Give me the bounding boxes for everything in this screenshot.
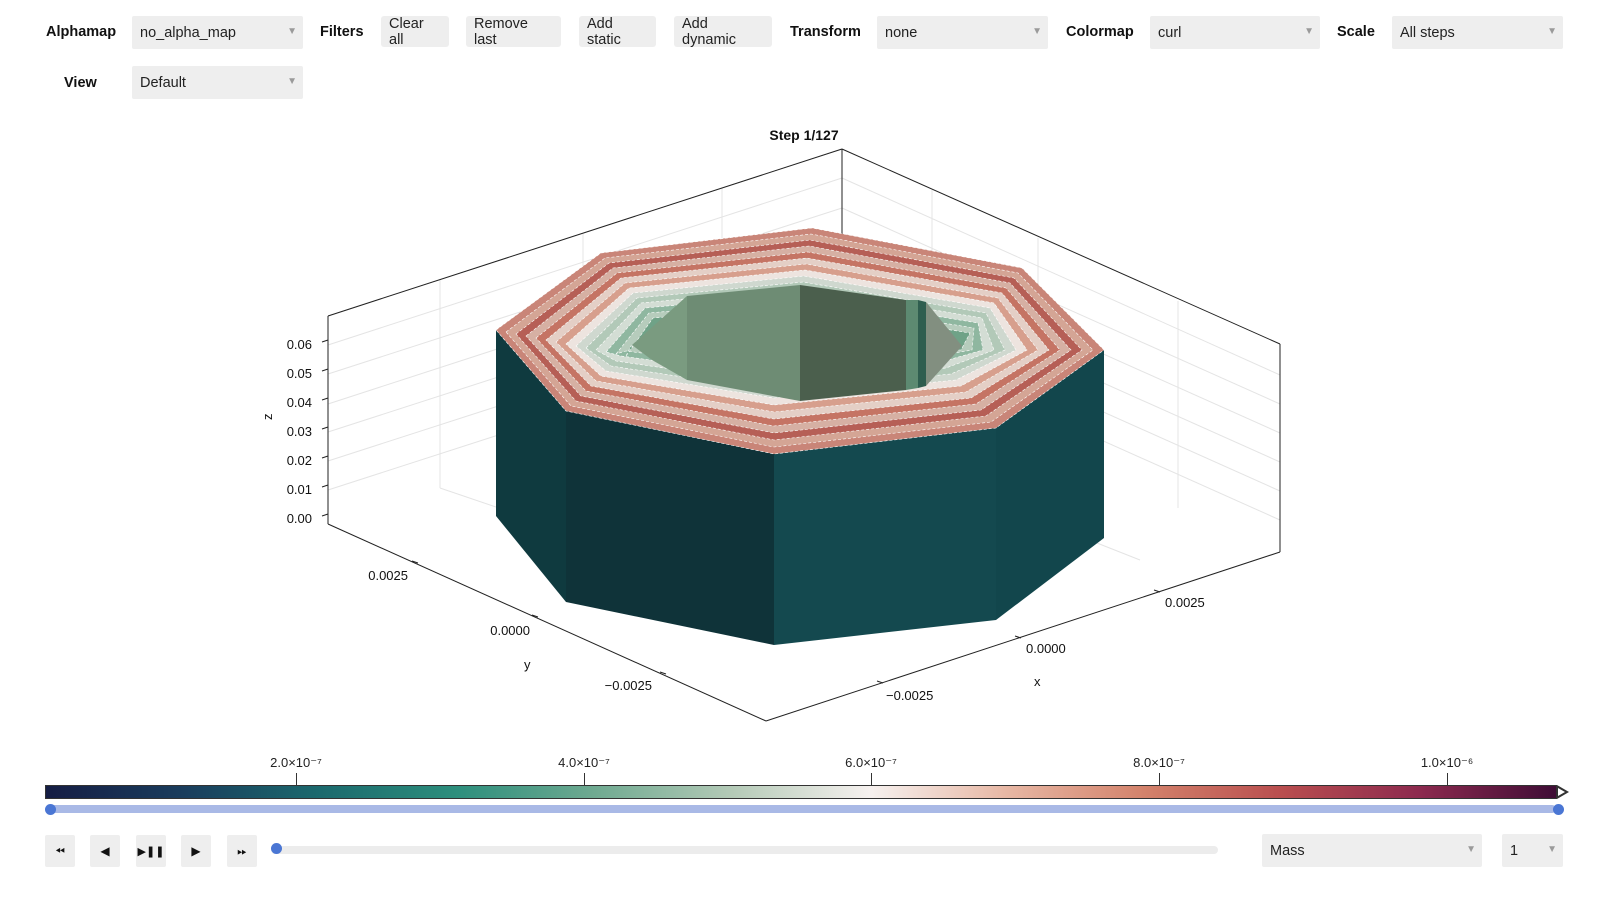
speed-value: 1 [1510, 842, 1519, 859]
z-tick-label: 0.04 [287, 395, 312, 410]
transform-label: Transform [790, 24, 861, 40]
skip-forward-icon: ⏩︎ [237, 843, 247, 858]
skip-back-icon: ⏪︎ [55, 843, 65, 858]
y-tick-label: −0.0025 [605, 678, 652, 693]
x-axis-ticks: 0.0025 0.0000 −0.0025 [876, 589, 1205, 703]
add-dynamic-button[interactable]: Add dynamic [674, 16, 772, 48]
colormap-label: Colormap [1066, 24, 1134, 40]
step-slider-handle[interactable] [271, 843, 282, 854]
range-end-handle[interactable] [1553, 804, 1564, 815]
last-step-button[interactable]: ⏩︎ [227, 835, 257, 867]
scale-select[interactable]: All steps ▼ [1392, 16, 1563, 49]
caret-down-icon: ▼ [1466, 844, 1476, 855]
play-button[interactable]: ▶ [181, 835, 211, 867]
y-axis-ticks: 0.0025 0.0000 −0.0025 [368, 560, 667, 693]
y-axis-label: y [524, 657, 531, 672]
colorbar-tick [296, 773, 297, 785]
face-front-right [774, 428, 996, 645]
caret-down-icon: ▼ [287, 76, 297, 87]
colorbar-tick-label: 2.0×10⁻⁷ [270, 755, 322, 770]
speed-select[interactable]: 1 ▼ [1502, 834, 1563, 867]
alphamap-label: Alphamap [46, 24, 117, 40]
x-axis-label: x [1034, 674, 1041, 689]
y-tick-label: 0.0025 [368, 568, 408, 583]
caret-down-icon: ▼ [1304, 26, 1314, 37]
z-axis-ticks: 0.06 0.05 0.04 0.03 0.02 0.01 0.00 [287, 337, 329, 526]
quantity-value: Mass [1270, 842, 1305, 859]
z-tick-label: 0.05 [287, 366, 312, 381]
colorbar-tick-label: 6.0×10⁻⁷ [845, 755, 897, 770]
x-tick-label: 0.0000 [1026, 641, 1066, 656]
range-start-handle[interactable] [45, 804, 56, 815]
colorbar-tick [584, 773, 585, 785]
view-value: Default [140, 74, 186, 91]
x-tick-label: −0.0025 [886, 688, 933, 703]
z-axis-label: z [260, 414, 275, 421]
colorbar-tick-label: 1.0×10⁻⁶ [1420, 755, 1474, 770]
step-range-slider[interactable] [50, 805, 1556, 813]
add-static-button[interactable]: Add static [579, 16, 656, 48]
quantity-select[interactable]: Mass ▼ [1262, 834, 1482, 867]
caret-down-icon: ▼ [287, 26, 297, 37]
caret-down-icon: ▼ [1547, 844, 1557, 855]
transform-select[interactable]: none ▼ [877, 16, 1048, 49]
colorbar-extend-arrow-fill [1558, 788, 1565, 796]
filters-label: Filters [320, 24, 364, 40]
alphamap-value: no_alpha_map [140, 24, 236, 41]
colormap-value: curl [1158, 24, 1182, 41]
x-tick-label: 0.0025 [1165, 595, 1205, 610]
play-pause-button[interactable]: ▶❚❚ [136, 835, 166, 867]
colorbar-tick-label: 8.0×10⁻⁷ [1133, 755, 1185, 770]
first-step-button[interactable]: ⏪︎ [45, 835, 75, 867]
z-tick-label: 0.03 [287, 424, 312, 439]
face-left [496, 330, 566, 602]
z-tick-label: 0.02 [287, 453, 312, 468]
colorbar-tick-label: 4.0×10⁻⁷ [558, 755, 610, 770]
inner-walls [632, 285, 962, 401]
face-front-left [566, 411, 774, 645]
plot-title: Step 1/127 [769, 127, 838, 143]
colormap-select[interactable]: curl ▼ [1150, 16, 1320, 49]
view-select[interactable]: Default ▼ [132, 66, 303, 99]
remove-last-button[interactable]: Remove last [466, 16, 561, 48]
alphamap-select[interactable]: no_alpha_map ▼ [132, 16, 303, 49]
caret-down-icon: ▼ [1547, 26, 1557, 37]
y-tick-label: 0.0000 [490, 623, 530, 638]
clear-all-button[interactable]: Clear all [381, 16, 449, 48]
step-slider[interactable] [271, 846, 1218, 854]
colorbar-tick [1447, 773, 1448, 785]
colorbar: 2.0×10⁻⁷ 4.0×10⁻⁷ 6.0×10⁻⁷ 8.0×10⁻⁷ 1.0×… [45, 755, 1600, 799]
colorbar-tick [1159, 773, 1160, 785]
z-tick-label: 0.00 [287, 511, 312, 526]
octagon-body [496, 330, 1104, 645]
step-back-icon: ◀ [100, 844, 110, 858]
face-right [996, 350, 1104, 620]
z-tick-label: 0.01 [287, 482, 312, 497]
previous-step-button[interactable]: ◀ [90, 835, 120, 867]
z-tick-label: 0.06 [287, 337, 312, 352]
play-pause-icon: ▶❚❚ [137, 845, 165, 858]
scale-label: Scale [1337, 24, 1375, 40]
transform-value: none [885, 24, 918, 41]
colorbar-tick [871, 773, 872, 785]
plot-3d-axis[interactable]: Step 1/127 [0, 110, 1600, 750]
view-label: View [64, 75, 97, 91]
play-icon: ▶ [191, 844, 201, 858]
scale-value: All steps [1400, 24, 1455, 41]
axis-frame [327, 148, 1281, 722]
colorbar-gradient [45, 785, 1557, 799]
caret-down-icon: ▼ [1032, 26, 1042, 37]
